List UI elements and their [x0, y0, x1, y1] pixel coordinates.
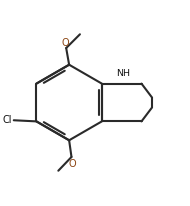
Text: O: O: [61, 37, 69, 47]
Text: NH: NH: [116, 69, 131, 78]
Text: O: O: [69, 159, 76, 169]
Text: Cl: Cl: [2, 115, 12, 125]
